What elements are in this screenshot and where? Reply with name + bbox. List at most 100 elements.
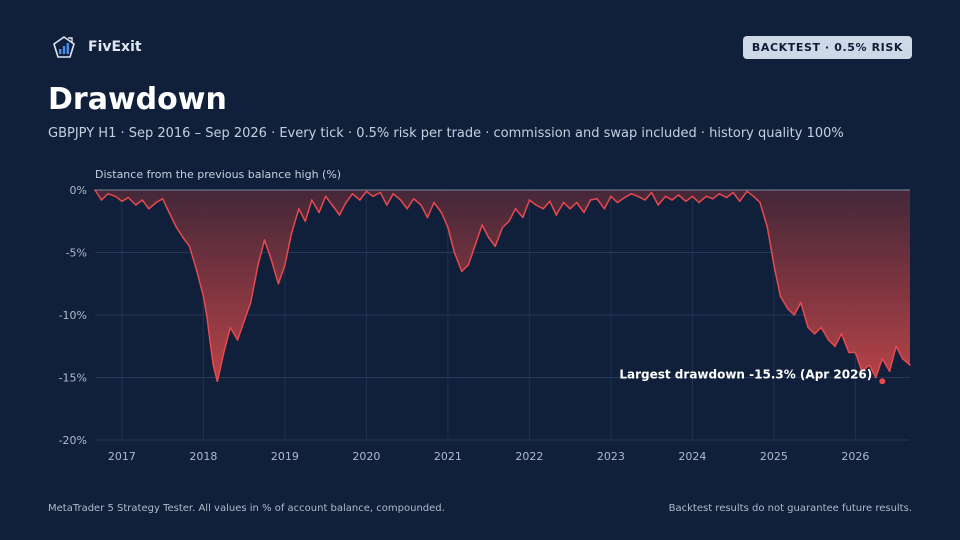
drawdown-point: [773, 264, 775, 266]
drawdown-point: [168, 211, 170, 214]
drawdown-point: [460, 270, 463, 273]
x-tick-label: 2020: [352, 450, 380, 463]
drawdown-point: [677, 194, 680, 196]
drawdown-point: [188, 245, 191, 248]
x-tick-label: 2021: [434, 450, 462, 463]
drawdown-point: [685, 200, 687, 203]
drawdown-point: [385, 204, 388, 206]
x-tick-label: 2018: [189, 450, 217, 463]
drawdown-point: [786, 307, 789, 310]
drawdown-point: [813, 332, 816, 335]
drawdown-point: [881, 357, 884, 360]
drawdown-point: [807, 326, 809, 329]
drawdown-point: [121, 200, 123, 203]
drawdown-point: [848, 351, 850, 354]
drawdown-point: [229, 326, 232, 329]
drawdown-point: [263, 239, 266, 241]
drawdown-point: [888, 370, 891, 373]
drawdown-point: [793, 314, 796, 316]
drawdown-point: [555, 214, 558, 216]
drawdown-point: [412, 197, 415, 200]
drawdown-point: [365, 190, 368, 193]
x-tick-label: 2023: [597, 450, 625, 463]
drawdown-point: [746, 190, 748, 193]
drawdown-point: [840, 332, 843, 335]
drawdown-point: [426, 216, 429, 219]
drawdown-point: [603, 207, 606, 210]
drawdown-point: [542, 207, 545, 210]
drawdown-point: [799, 301, 802, 304]
drawdown-point: [589, 199, 592, 201]
drawdown-point: [243, 320, 245, 323]
drawdown-point: [494, 245, 496, 248]
drawdown-point: [222, 351, 225, 354]
drawdown-point: [324, 195, 327, 198]
drawdown-point: [657, 204, 659, 206]
drawdown-point: [671, 199, 673, 201]
brand-name: FivExit: [88, 39, 142, 55]
drawdown-point: [440, 211, 443, 214]
largest-drawdown-marker: [879, 378, 886, 385]
drawdown-point: [433, 201, 435, 204]
drawdown-point: [127, 196, 130, 199]
largest-drawdown-label: Largest drawdown -15.3% (Apr 2026): [619, 367, 872, 381]
drawdown-point: [522, 216, 524, 219]
drawdown-point: [216, 380, 219, 383]
drawdown-point: [205, 314, 208, 316]
drawdown-point: [752, 195, 755, 198]
drawdown-point: [331, 204, 333, 206]
drawdown-point: [467, 264, 470, 266]
drawdown-area: [95, 190, 910, 382]
drawdown-point: [861, 370, 863, 373]
drawdown-point: [107, 192, 109, 195]
drawdown-point: [284, 264, 286, 266]
drawdown-point: [406, 207, 408, 210]
drawdown-point: [155, 201, 157, 204]
drawdown-point: [514, 207, 517, 210]
drawdown-point: [141, 199, 144, 201]
drawdown-point: [487, 236, 490, 239]
drawdown-point: [209, 339, 211, 341]
drawdown-point: [725, 196, 728, 199]
drawdown-point: [501, 226, 504, 229]
x-tick-label: 2025: [760, 450, 788, 463]
drawdown-point: [583, 211, 585, 214]
y-tick-label: -10%: [59, 309, 87, 322]
drawdown-point: [650, 191, 653, 194]
drawdown-point: [372, 195, 374, 198]
drawdown-point: [392, 192, 395, 195]
drawdown-point: [644, 199, 646, 201]
footer-note: MetaTrader 5 Strategy Tester. All values…: [48, 503, 445, 514]
y-axis-label: Distance from the previous balance high …: [95, 168, 341, 181]
x-tick-label: 2026: [841, 450, 869, 463]
drawdown-point: [270, 257, 272, 260]
drawdown-point: [874, 376, 877, 379]
page-title: Drawdown: [48, 82, 227, 117]
drawdown-point: [610, 195, 612, 198]
drawdown-point: [636, 195, 639, 198]
drawdown-point: [277, 282, 280, 285]
drawdown-point: [623, 196, 626, 199]
drawdown-point: [738, 200, 741, 203]
drawdown-point: [868, 364, 871, 366]
drawdown-point: [596, 197, 598, 200]
drawdown-point: [718, 192, 721, 195]
drawdown-point: [854, 351, 857, 354]
drawdown-point: [297, 207, 300, 210]
y-tick-label: 0%: [70, 184, 87, 197]
drawdown-point: [257, 264, 259, 266]
page-subtitle: GBPJPY H1 · Sep 2016 – Sep 2026 · Every …: [48, 126, 844, 141]
drawdown-point: [691, 195, 694, 198]
drawdown-point: [359, 199, 361, 201]
drawdown-point: [732, 191, 734, 194]
drawdown-point: [779, 295, 782, 298]
drawdown-point: [351, 192, 354, 195]
drawdown-point: [290, 232, 293, 235]
drawdown-point: [766, 226, 769, 229]
drawdown-point: [147, 207, 150, 210]
x-tick-label: 2017: [108, 450, 136, 463]
drawdown-point: [473, 245, 476, 248]
drawdown-point: [528, 199, 531, 201]
drawdown-point: [575, 201, 578, 204]
footer-disclaimer: Backtest results do not guarantee future…: [668, 503, 912, 514]
